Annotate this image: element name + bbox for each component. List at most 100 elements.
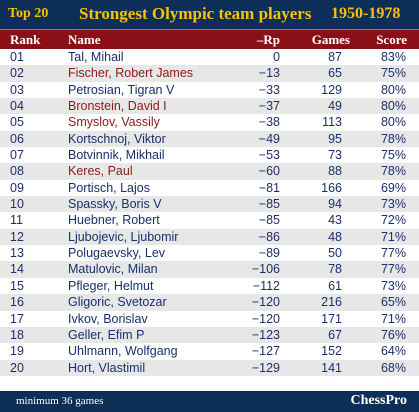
player-name-cell: Uhlmann, Wolfgang bbox=[68, 344, 178, 359]
table-title: Strongest Olympic team players bbox=[79, 4, 312, 23]
player-name-cell: Ivkov, Borislav bbox=[68, 311, 148, 326]
rp-cell: −86 bbox=[258, 229, 280, 244]
table-row: 09 Portisch, Lajos −81 166 69% bbox=[0, 179, 419, 197]
header-name: Name bbox=[68, 32, 101, 47]
table-row: 14 Matulovic, Milan −106 78 77% bbox=[0, 261, 419, 278]
games-cell: 88 bbox=[328, 164, 342, 179]
player-name-cell: Gligoric, Svetozar bbox=[68, 295, 167, 310]
player-name-cell: Fischer, Robert James bbox=[68, 66, 194, 81]
rank-cell: 11 bbox=[10, 213, 23, 228]
header-rank: Rank bbox=[10, 32, 41, 47]
games-cell: 48 bbox=[328, 229, 342, 244]
player-name-cell: Tal, Mihail bbox=[68, 50, 124, 64]
rank-cell: 16 bbox=[10, 295, 24, 310]
rank-cell: 06 bbox=[10, 131, 24, 146]
rp-cell: −112 bbox=[252, 278, 280, 293]
games-cell: 171 bbox=[321, 311, 342, 326]
games-cell: 50 bbox=[328, 246, 342, 261]
games-cell: 43 bbox=[328, 213, 342, 228]
rp-cell: −33 bbox=[258, 82, 280, 97]
score-cell: 75% bbox=[380, 66, 406, 81]
table-row: 06 Kortschnoj, Viktor −49 95 78% bbox=[0, 130, 419, 148]
table-row: 10 Spassky, Boris V −85 94 73% bbox=[0, 196, 419, 213]
table-row: 13 Polugaevsky, Lev −89 50 77% bbox=[0, 245, 419, 262]
score-cell: 69% bbox=[380, 180, 406, 195]
rp-cell: −85 bbox=[258, 213, 280, 228]
player-name-cell: Geller, Efim P bbox=[68, 327, 145, 342]
table-row: 15 Pfleger, Helmut −112 61 73% bbox=[0, 277, 419, 295]
rp-cell: −127 bbox=[251, 344, 280, 359]
score-cell: 65% bbox=[380, 295, 406, 310]
footer-bar: minimum 36 games ChessPro bbox=[0, 391, 419, 412]
games-cell: 95 bbox=[328, 131, 342, 146]
table-row: 04 Bronstein, David I −37 49 80% bbox=[0, 98, 419, 115]
rank-cell: 20 bbox=[10, 360, 24, 375]
games-cell: 78 bbox=[328, 262, 342, 277]
table-row: 19 Uhlmann, Wolfgang −127 152 64% bbox=[0, 343, 419, 360]
score-cell: 73% bbox=[380, 197, 406, 212]
rank-cell: 05 bbox=[10, 115, 24, 130]
rank-cell: 09 bbox=[10, 180, 24, 195]
rank-cell: 19 bbox=[10, 344, 24, 359]
games-cell: 166 bbox=[321, 180, 342, 195]
player-name-cell: Portisch, Lajos bbox=[68, 180, 150, 195]
player-name-cell: Polugaevsky, Lev bbox=[68, 246, 166, 261]
player-name-cell: Ljubojevic, Ljubomir bbox=[68, 229, 179, 244]
player-name-cell: Botvinnik, Mikhail bbox=[68, 148, 165, 163]
header-games: Games bbox=[311, 32, 350, 47]
rank-cell: 18 bbox=[10, 327, 24, 342]
table-row: 02 Fischer, Robert James −13 65 75% bbox=[0, 65, 419, 82]
rp-cell: −89 bbox=[258, 246, 280, 261]
rp-cell: −53 bbox=[258, 148, 280, 163]
rp-cell: −37 bbox=[258, 99, 280, 114]
score-cell: 80% bbox=[380, 82, 406, 97]
top-label: Top 20 bbox=[8, 6, 49, 21]
games-cell: 87 bbox=[328, 50, 342, 64]
rp-cell: −13 bbox=[258, 66, 280, 81]
player-name-cell: Petrosian, Tigran V bbox=[68, 82, 175, 97]
rank-cell: 12 bbox=[10, 229, 24, 244]
score-cell: 80% bbox=[380, 99, 406, 114]
games-cell: 94 bbox=[328, 197, 342, 212]
table-body: 01 Tal, Mihail 0 87 83% 02 Fischer, Robert Jam… bbox=[0, 49, 419, 376]
rank-cell: 10 bbox=[10, 197, 24, 212]
rank-cell: 03 bbox=[10, 82, 24, 97]
games-cell: 61 bbox=[328, 278, 342, 293]
header-rp: –Rp bbox=[256, 32, 280, 47]
score-cell: 64% bbox=[380, 344, 406, 359]
rp-cell: −106 bbox=[251, 262, 280, 277]
games-cell: 65 bbox=[328, 66, 342, 81]
score-cell: 78% bbox=[380, 164, 406, 179]
player-name-cell: Bronstein, David I bbox=[68, 99, 167, 114]
player-name-cell: Matulovic, Milan bbox=[68, 262, 158, 277]
rank-cell: 02 bbox=[10, 66, 24, 81]
score-cell: 77% bbox=[380, 246, 406, 261]
rp-cell: −120 bbox=[251, 311, 280, 326]
games-cell: 129 bbox=[321, 82, 342, 97]
rp-cell: −123 bbox=[251, 327, 280, 342]
table-row: 18 Geller, Efim P −123 67 76% bbox=[0, 326, 419, 344]
score-cell: 72% bbox=[380, 213, 406, 228]
table-row: 17 Ivkov, Borislav −120 171 71% bbox=[0, 310, 419, 327]
rank-cell: 04 bbox=[10, 99, 24, 114]
year-range: 1950-1978 bbox=[331, 5, 401, 22]
table-row: 16 Gligoric, Svetozar −120 216 65% bbox=[0, 294, 419, 311]
score-cell: 80% bbox=[380, 115, 406, 130]
rp-cell: −120 bbox=[251, 295, 280, 310]
table-row: 03 Petrosian, Tigran V −33 129 80% bbox=[0, 81, 419, 99]
player-name-cell: Kortschnoj, Viktor bbox=[68, 131, 166, 146]
score-cell: 71% bbox=[380, 229, 406, 244]
games-cell: 113 bbox=[322, 115, 342, 130]
table-row: 20 Hort, Vlastimil −129 141 68% bbox=[0, 359, 419, 376]
table-row: 01 Tal, Mihail 0 87 83% bbox=[0, 49, 419, 66]
header-score: Score bbox=[376, 32, 407, 47]
rank-cell: 07 bbox=[10, 148, 24, 163]
rp-cell: −38 bbox=[258, 115, 280, 130]
rank-cell: 01 bbox=[10, 50, 24, 64]
games-cell: 141 bbox=[321, 360, 342, 375]
games-cell: 49 bbox=[328, 99, 342, 114]
player-name-cell: Keres, Paul bbox=[68, 164, 133, 179]
games-cell: 67 bbox=[328, 327, 342, 342]
score-cell: 68% bbox=[380, 360, 406, 375]
score-cell: 77% bbox=[380, 262, 406, 277]
